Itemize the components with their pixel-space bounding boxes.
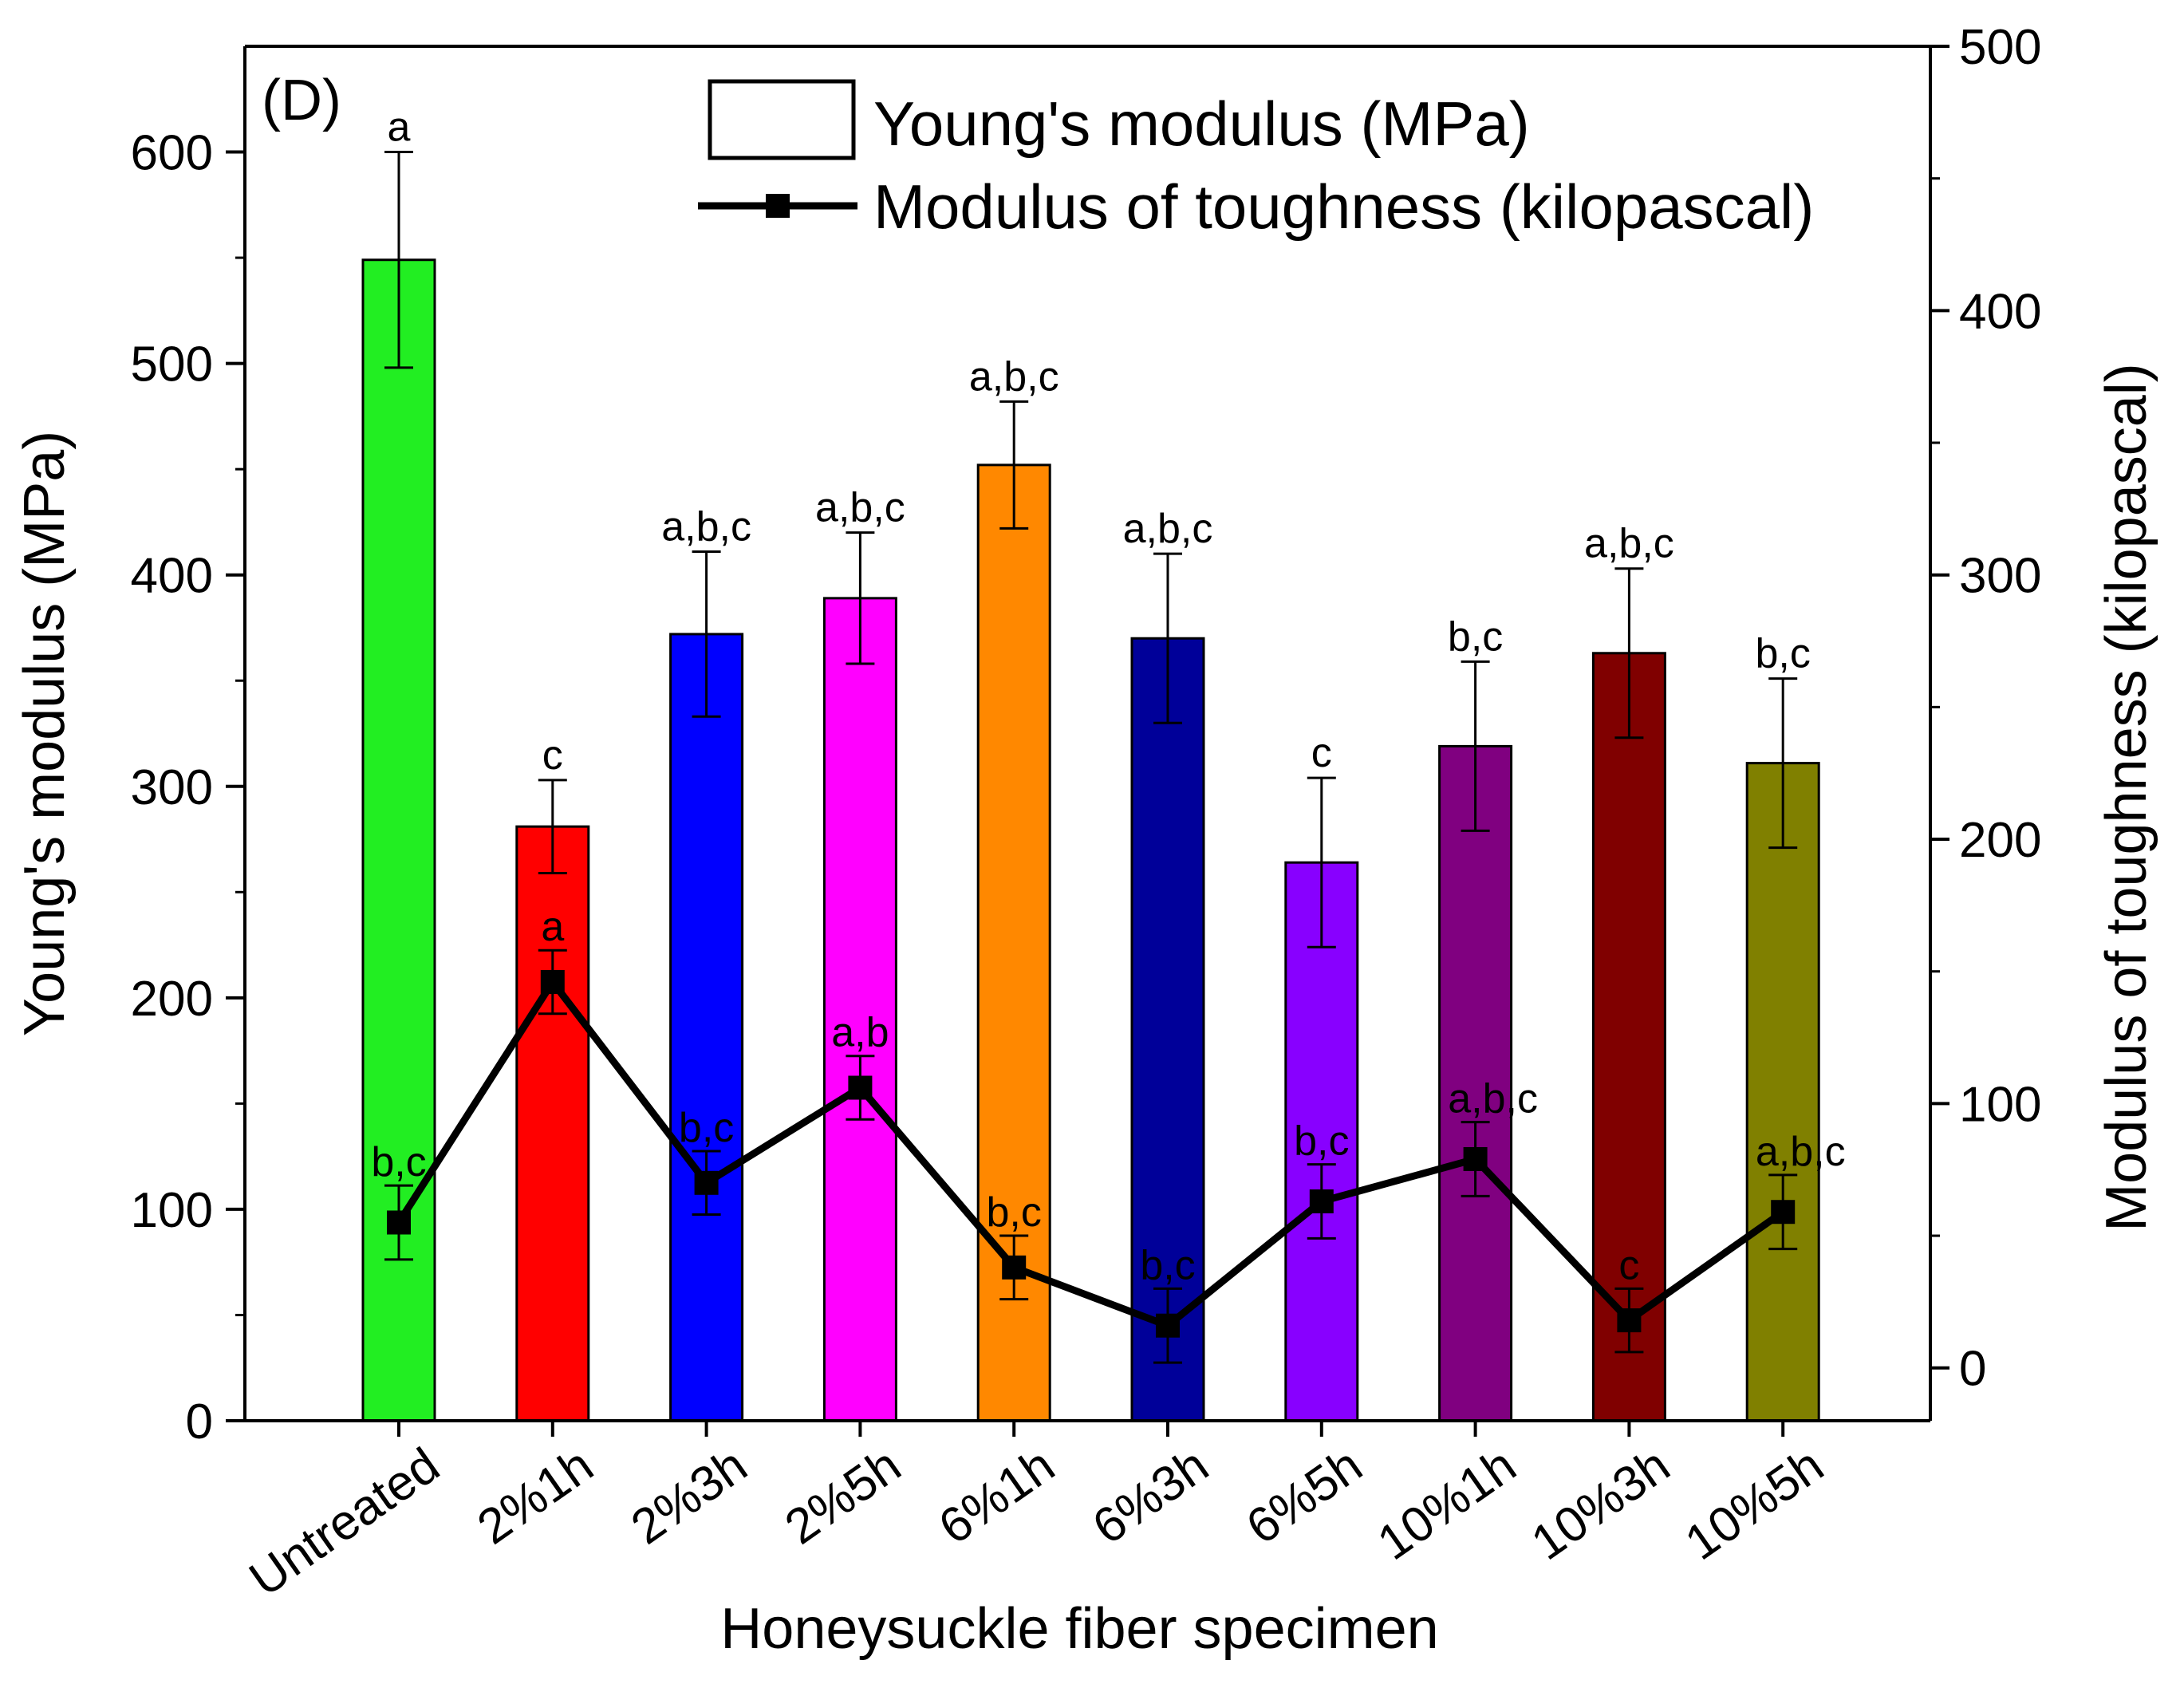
- toughness-point-6: [1156, 1313, 1180, 1338]
- toughness-significance-10: a,b,c: [1756, 1129, 1846, 1175]
- bar-significance-1: a: [388, 105, 411, 151]
- y2-tick-label-100: 100: [1959, 1077, 2041, 1132]
- bar-7: [1284, 861, 1359, 1422]
- y2-tick-label-400: 400: [1959, 284, 2041, 339]
- bar-significance-7: c: [1311, 730, 1332, 776]
- bar-error-bars-group: [384, 151, 1798, 949]
- legend: Young's modulus (MPa) Modulus of toughnes…: [698, 79, 1814, 242]
- bar-2: [515, 825, 590, 1422]
- bar-significance-8: b,c: [1448, 613, 1503, 660]
- bar-significance-10: b,c: [1756, 631, 1811, 677]
- bar-significance-2: c: [542, 732, 563, 779]
- toughness-significance-3: b,c: [679, 1105, 734, 1151]
- axes-group: [226, 45, 1949, 1437]
- toughness-line: [396, 976, 1785, 1330]
- toughness-significance-8: a,b,c: [1448, 1076, 1538, 1122]
- toughness-significance-7: b,c: [1294, 1118, 1349, 1165]
- bar-significance-3: a,b,c: [661, 504, 751, 550]
- bar-significance-4: a,b,c: [815, 485, 905, 531]
- x-tick-label-1: Untreated: [240, 1438, 450, 1607]
- y2-tick-label-200: 200: [1959, 813, 2041, 868]
- x-tick-label-10: 10%5h: [1676, 1438, 1834, 1571]
- y-tick-label-0: 0: [186, 1394, 213, 1449]
- y2-tick-label-500: 500: [1959, 20, 2041, 75]
- x-tick-label-4: 2%5h: [775, 1438, 910, 1555]
- labels-group: 0 100 200 300 400 500 600 0 100 200 300 400 500 Untre…: [13, 20, 2158, 1661]
- y-tick-label-600: 600: [131, 126, 213, 181]
- toughness-point-8: [1463, 1146, 1488, 1171]
- x-axis-title: Honeysuckle fiber specimen: [720, 1597, 1438, 1661]
- y-axis-title: Young's modulus (MPa): [13, 431, 77, 1036]
- toughness-point-5: [1002, 1255, 1027, 1280]
- toughness-significance-5: b,c: [987, 1189, 1042, 1236]
- toughness-point-7: [1309, 1189, 1334, 1213]
- x-tick-label-9: 10%3h: [1522, 1438, 1680, 1571]
- x-tick-label-5: 6%1h: [929, 1438, 1064, 1555]
- y-tick-label-100: 100: [131, 1183, 213, 1238]
- y2-axis-title: Modulus of toughness (kilopascal): [2095, 363, 2158, 1232]
- toughness-significance-2: a: [541, 904, 564, 950]
- legend-swatch-marker: [766, 194, 790, 218]
- bar-significance-9: a,b,c: [1584, 521, 1674, 567]
- x-tick-label-3: 2%3h: [621, 1438, 756, 1555]
- toughness-significance-4: a,b: [831, 1010, 889, 1056]
- panel-label: (D): [262, 69, 341, 132]
- y2-tick-label-300: 300: [1959, 549, 2041, 604]
- toughness-point-10: [1771, 1200, 1796, 1225]
- toughness-line-group: [384, 949, 1798, 1364]
- y-tick-label-500: 500: [131, 337, 213, 392]
- bar-10: [1745, 762, 1820, 1422]
- toughness-point-3: [694, 1170, 719, 1195]
- toughness-point-1: [387, 1210, 411, 1235]
- toughness-significance-1: b,c: [371, 1139, 426, 1185]
- bar-significance-6: a,b,c: [1123, 506, 1213, 552]
- toughness-significance-9: c: [1618, 1242, 1639, 1288]
- toughness-point-4: [848, 1075, 873, 1100]
- legend-label-toughness: Modulus of toughness (kilopascal): [873, 172, 1814, 242]
- y-tick-label-300: 300: [131, 760, 213, 815]
- x-tick-label-6: 6%3h: [1083, 1438, 1218, 1555]
- y-tick-label-200: 200: [131, 972, 213, 1027]
- y2-tick-label-0: 0: [1959, 1342, 1986, 1397]
- legend-swatch-bar: [708, 79, 856, 160]
- x-tick-label-7: 6%5h: [1237, 1438, 1372, 1555]
- bar-significance-5: a,b,c: [969, 353, 1059, 400]
- toughness-point-2: [540, 969, 565, 994]
- bar-3: [669, 633, 744, 1422]
- toughness-significance-6: b,c: [1140, 1242, 1195, 1288]
- bars-group: [361, 258, 1820, 1422]
- legend-label-young: Young's modulus (MPa): [873, 89, 1530, 159]
- toughness-point-9: [1617, 1308, 1642, 1333]
- y-tick-label-400: 400: [131, 549, 213, 604]
- x-tick-label-8: 10%1h: [1368, 1438, 1526, 1571]
- x-tick-label-2: 2%1h: [468, 1438, 603, 1555]
